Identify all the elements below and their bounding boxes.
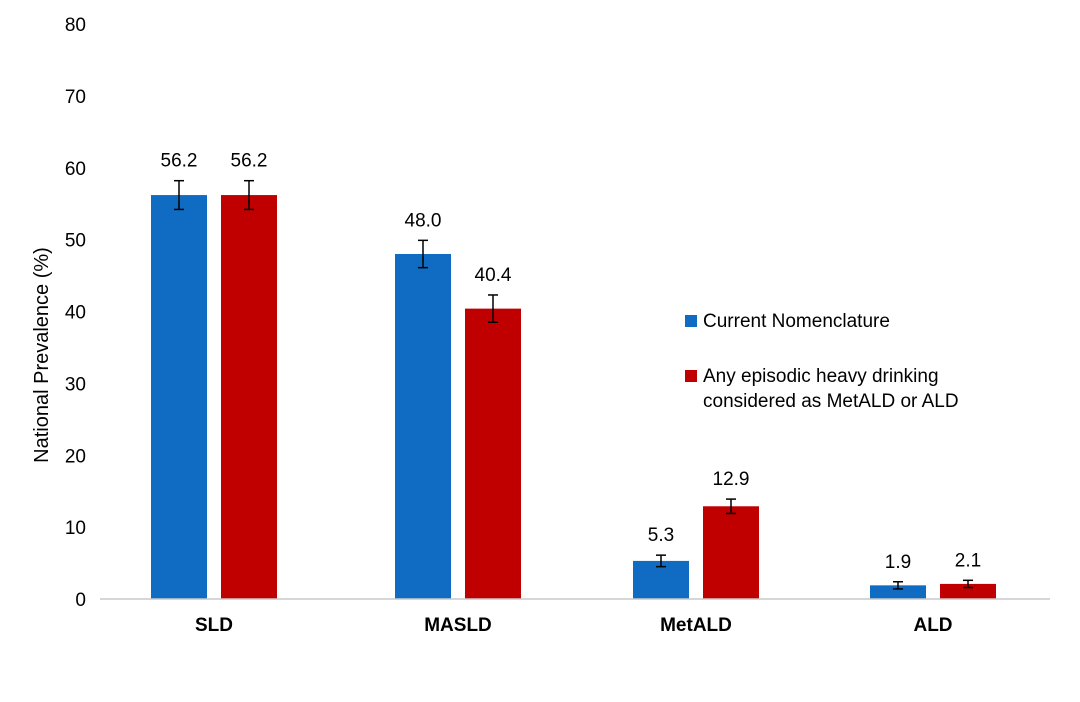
legend-swatch-series-2 [685,370,697,382]
x-category-label: ALD [913,615,952,636]
bar-ald-series-2 [940,583,996,599]
y-tick-label: 40 [65,303,86,324]
data-label: 56.2 [161,151,198,172]
data-label: 5.3 [648,525,674,546]
y-tick-label: 80 [65,15,86,36]
error-bar-masld-series-1 [418,239,428,269]
y-tick-label: 10 [65,518,86,539]
y-axis-label: National Prevalence (%) [31,247,53,463]
y-tick-label: 70 [65,87,86,108]
error-bar-sld-series-2 [244,179,254,211]
legend: Current Nomenclature Any episodic heavy d… [685,311,959,412]
y-tick-label: 0 [75,590,86,611]
data-label: 1.9 [885,552,911,573]
bar-masld-series-1 [395,254,451,599]
y-tick-label: 60 [65,159,86,180]
data-label: 48.0 [405,210,442,231]
data-labels: 56.2 56.2 48.0 40.4 5.3 12.9 1.9 2.1 [161,151,982,573]
error-bar-masld-series-2 [488,294,498,324]
bar-metald-series-2 [703,506,759,599]
error-bars [174,179,973,590]
error-bar-metald-series-2 [726,498,736,515]
x-category-label: MetALD [660,615,732,636]
bar-sld-series-2 [221,195,277,599]
error-bar-metald-series-1 [656,554,666,568]
bar-sld-series-1 [151,195,207,599]
data-label: 56.2 [231,151,268,172]
y-tick-label: 30 [65,374,86,395]
legend-label-series-2: Any episodic heavy drinking [703,366,939,387]
y-tick-label: 50 [65,231,86,252]
error-bar-ald-series-1 [893,581,903,590]
legend-swatch-series-1 [685,315,697,327]
error-bar-sld-series-1 [174,179,184,211]
legend-label-series-2: considered as MetALD or ALD [703,391,959,412]
y-tick-label: 20 [65,446,86,467]
bars [151,195,996,599]
legend-label-series-1: Current Nomenclature [703,311,890,332]
bar-masld-series-2 [465,308,521,599]
data-label: 40.4 [475,265,512,286]
x-category-label: MASLD [424,615,492,636]
data-label: 2.1 [955,550,981,571]
x-category-label: SLD [195,615,233,636]
y-axis-ticks: 0 10 20 30 40 50 60 70 80 [65,15,86,611]
error-bar-ald-series-2 [963,579,973,589]
data-label: 12.9 [713,469,750,490]
x-axis-categories: SLD MASLD MetALD ALD [195,615,953,636]
bar-ald-series-1 [870,585,926,599]
